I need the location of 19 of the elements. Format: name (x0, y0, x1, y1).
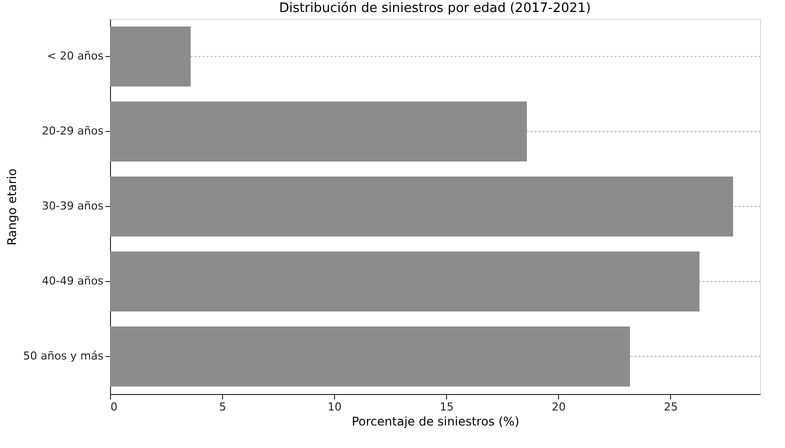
x-tick-label: 20 (552, 400, 566, 414)
x-axis-title: Porcentaje de siniestros (%) (352, 414, 520, 428)
bar (110, 26, 191, 86)
y-tick-label: 40-49 años (42, 274, 104, 288)
bar (110, 176, 734, 236)
bar (110, 102, 527, 162)
y-axis-title: Rango etario (5, 168, 20, 246)
x-tick-label: 10 (328, 400, 342, 414)
bar (110, 252, 700, 312)
x-tick-label: 25 (664, 400, 678, 414)
chart-title: Distribución de siniestros por edad (2017-2021) (279, 1, 591, 16)
bar (110, 326, 630, 386)
y-tick-label: 50 años y más (23, 350, 104, 362)
y-tick-label: < 20 años (47, 50, 104, 62)
x-tick-label: 0 (110, 400, 118, 414)
x-tick-label: 5 (219, 400, 226, 414)
y-tick-label: 30-39 años (42, 200, 104, 212)
x-tick-label: 15 (440, 400, 454, 414)
y-tick-label: 20-29 años (42, 124, 104, 138)
